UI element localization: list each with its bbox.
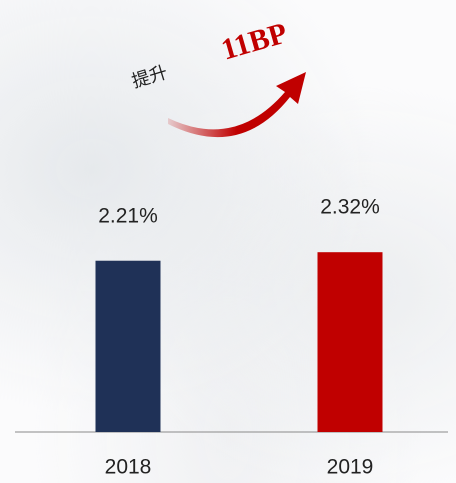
value-label: 2.32% <box>320 196 380 219</box>
trend-arrow <box>168 72 306 138</box>
x-tick-label: 2018 <box>105 456 152 479</box>
annotation-text: 提升 <box>129 62 169 92</box>
x-tick-label: 2019 <box>327 456 374 479</box>
annotation-highlight: 11BP <box>218 16 291 66</box>
bar <box>317 252 383 432</box>
value-label: 2.21% <box>98 204 158 227</box>
bar <box>95 260 161 432</box>
